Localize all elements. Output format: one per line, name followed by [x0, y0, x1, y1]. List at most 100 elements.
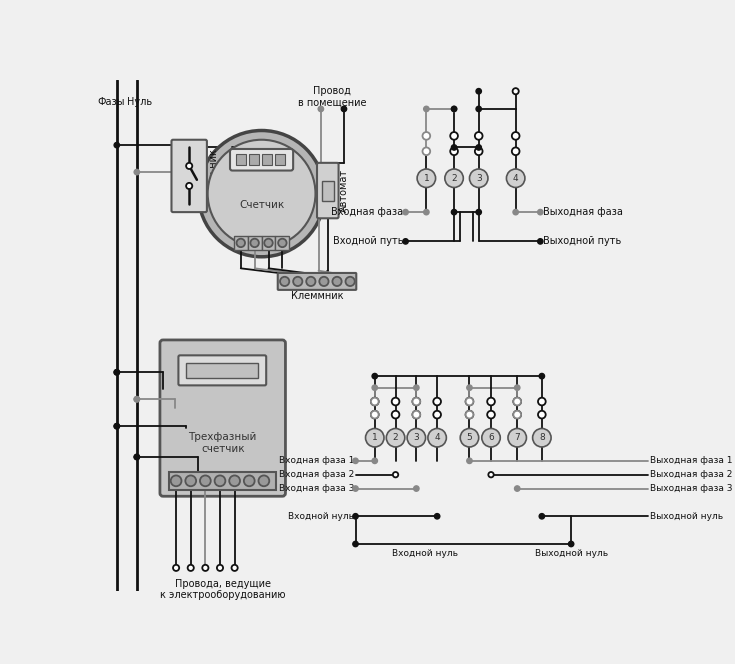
Circle shape	[417, 169, 436, 187]
Circle shape	[259, 475, 269, 486]
Circle shape	[403, 238, 408, 244]
Circle shape	[372, 385, 378, 390]
Text: Провода, ведущие
к электрооборудованию: Провода, ведущие к электрооборудованию	[160, 578, 285, 600]
Circle shape	[434, 411, 441, 418]
Circle shape	[135, 454, 140, 459]
Circle shape	[487, 411, 495, 418]
Text: 4: 4	[434, 433, 440, 442]
Circle shape	[114, 424, 120, 429]
Circle shape	[319, 277, 329, 286]
Text: Клеммник: Клеммник	[291, 291, 343, 301]
Circle shape	[135, 396, 140, 402]
Circle shape	[371, 398, 379, 406]
Text: 3: 3	[476, 174, 481, 183]
Bar	[276, 236, 290, 250]
Circle shape	[428, 428, 446, 447]
Text: Выходная фаза 2: Выходная фаза 2	[650, 470, 732, 479]
Circle shape	[460, 428, 478, 447]
Circle shape	[467, 385, 472, 390]
Circle shape	[533, 428, 551, 447]
Circle shape	[412, 411, 420, 418]
Circle shape	[537, 209, 543, 215]
Text: Трехфазный
счетчик: Трехфазный счетчик	[188, 432, 257, 454]
Circle shape	[365, 428, 384, 447]
Circle shape	[476, 145, 481, 150]
Circle shape	[392, 411, 399, 418]
Circle shape	[538, 398, 545, 406]
FancyBboxPatch shape	[230, 149, 293, 171]
Circle shape	[353, 541, 358, 546]
Circle shape	[434, 398, 441, 406]
Circle shape	[451, 132, 458, 139]
Circle shape	[200, 475, 211, 486]
Circle shape	[251, 238, 259, 247]
Bar	[249, 154, 259, 165]
Circle shape	[539, 513, 545, 519]
Text: Выходная фаза: Выходная фаза	[542, 207, 623, 217]
Text: 2: 2	[392, 433, 398, 442]
Circle shape	[467, 458, 472, 463]
Text: 1: 1	[423, 174, 429, 183]
Circle shape	[465, 411, 473, 418]
Text: Рубильник: Рубильник	[208, 149, 218, 203]
Circle shape	[412, 398, 420, 406]
Circle shape	[135, 454, 140, 459]
Circle shape	[306, 277, 315, 286]
Circle shape	[371, 411, 379, 418]
FancyBboxPatch shape	[317, 163, 339, 218]
FancyBboxPatch shape	[171, 139, 207, 212]
Circle shape	[185, 475, 196, 486]
Text: Входная фаза 3: Входная фаза 3	[279, 484, 354, 493]
Circle shape	[568, 541, 574, 546]
Bar	[262, 236, 276, 250]
Circle shape	[451, 106, 456, 112]
Circle shape	[482, 428, 501, 447]
Circle shape	[476, 106, 481, 112]
Circle shape	[414, 385, 419, 390]
Circle shape	[512, 147, 520, 155]
Circle shape	[114, 424, 120, 429]
Circle shape	[173, 565, 179, 571]
Text: Провод
в помещение: Провод в помещение	[298, 86, 367, 108]
Circle shape	[403, 209, 408, 215]
Circle shape	[508, 428, 526, 447]
Circle shape	[538, 411, 545, 418]
Circle shape	[451, 147, 458, 155]
Circle shape	[187, 565, 194, 571]
Circle shape	[229, 475, 240, 486]
Circle shape	[423, 147, 430, 155]
Circle shape	[392, 398, 399, 406]
Circle shape	[476, 88, 481, 94]
Circle shape	[293, 277, 302, 286]
Circle shape	[392, 472, 398, 477]
Circle shape	[465, 398, 473, 406]
Circle shape	[372, 458, 378, 463]
Circle shape	[514, 385, 520, 390]
Circle shape	[414, 486, 419, 491]
Circle shape	[318, 106, 323, 112]
Circle shape	[135, 169, 140, 175]
Bar	[276, 154, 285, 165]
Circle shape	[451, 145, 456, 150]
Text: 7: 7	[514, 433, 520, 442]
Circle shape	[513, 398, 521, 406]
Text: Входной нуль: Входной нуль	[392, 549, 458, 558]
Text: 2: 2	[451, 174, 457, 183]
Circle shape	[539, 373, 545, 379]
Text: 1: 1	[372, 433, 378, 442]
Text: 3: 3	[414, 433, 419, 442]
Circle shape	[487, 398, 495, 406]
Text: Выходная фаза 3: Выходная фаза 3	[650, 484, 732, 493]
Circle shape	[513, 88, 518, 94]
Circle shape	[445, 169, 463, 187]
Circle shape	[114, 143, 120, 148]
Circle shape	[412, 411, 420, 418]
Circle shape	[465, 411, 473, 418]
Text: 6: 6	[488, 433, 494, 442]
Text: Счетчик: Счетчик	[239, 200, 284, 210]
Circle shape	[186, 183, 193, 189]
Circle shape	[353, 458, 358, 463]
Circle shape	[353, 486, 358, 491]
Circle shape	[513, 398, 521, 406]
Circle shape	[475, 147, 483, 155]
